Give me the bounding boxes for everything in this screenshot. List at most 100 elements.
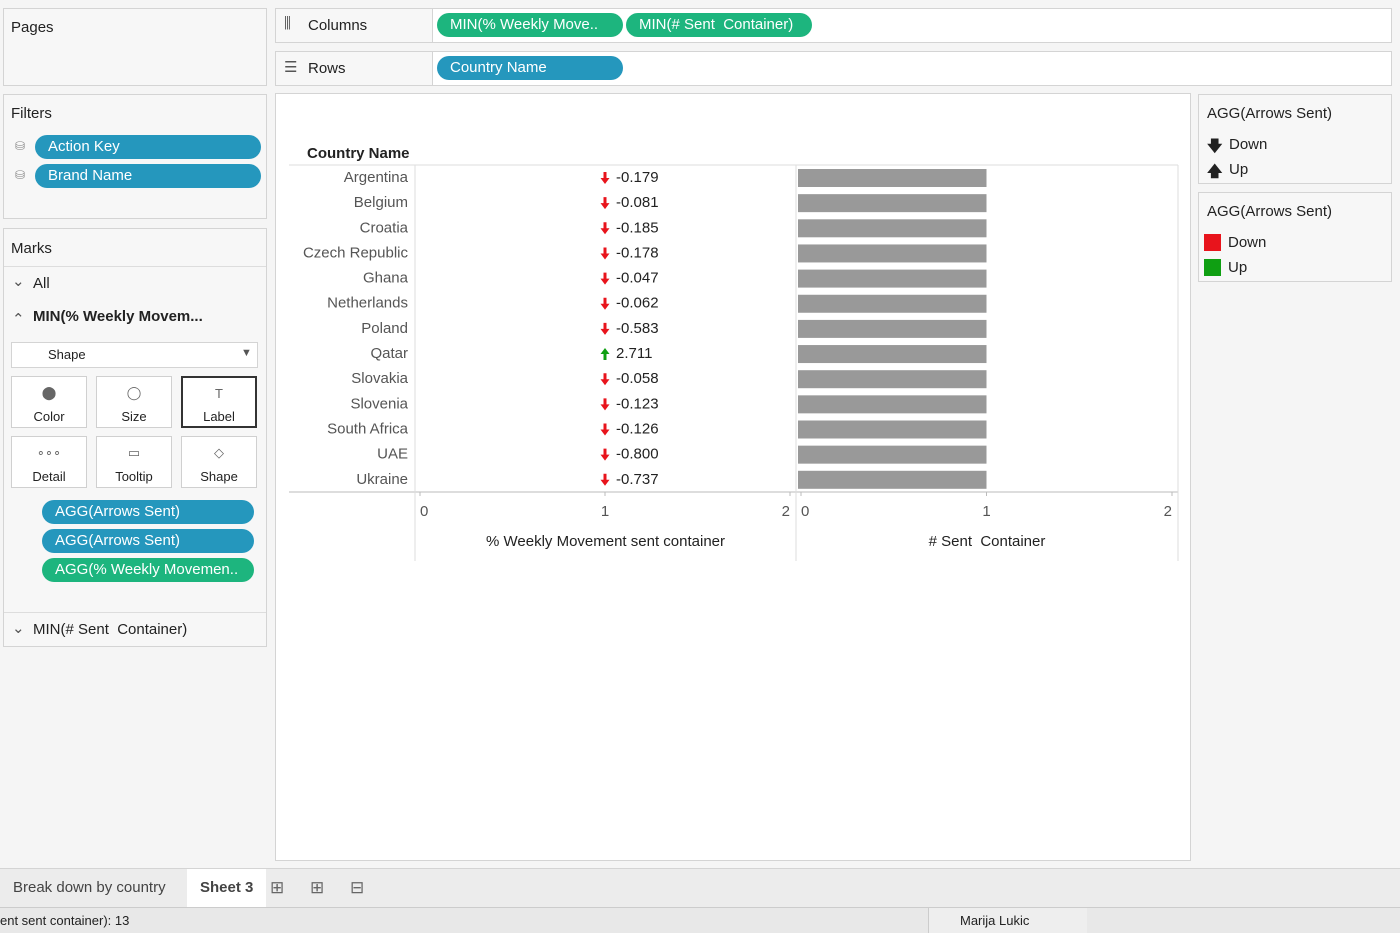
legend-shape: 🡇 <box>1207 138 1223 155</box>
mark-button[interactable]: ◯ Size <box>96 376 172 428</box>
row-header: Country Name <box>307 145 410 162</box>
marks-title: Marks <box>11 240 52 257</box>
row-label: Czech Republic <box>303 244 409 261</box>
x-tick-label: 0 <box>420 503 428 520</box>
x-tick-label: 1 <box>982 503 990 520</box>
status-bar <box>0 907 1400 933</box>
mark-button[interactable]: ⬤ Color <box>11 376 87 428</box>
bar <box>798 269 987 288</box>
mark-label: -0.737 <box>616 471 659 488</box>
shelf-label: Columns <box>308 17 368 34</box>
bar <box>798 445 987 464</box>
bar <box>798 319 987 338</box>
db-icon: ⛁ <box>15 168 26 182</box>
filter-pill[interactable]: Brand Name <box>35 164 261 188</box>
mark-label: -0.583 <box>616 320 659 337</box>
shelf-icon: ☰ <box>284 59 298 76</box>
status-text: ent sent container): 13 <box>0 913 130 928</box>
arrow-mark <box>600 172 610 184</box>
arrow-mark <box>600 423 610 436</box>
mark-label: 2.711 <box>616 345 652 362</box>
legend-label: Down <box>1229 136 1268 153</box>
marks-pill[interactable]: AGG(Arrows Sent) <box>42 529 254 553</box>
mark-button-label: Label <box>203 409 235 424</box>
legend-label: Up <box>1228 259 1248 276</box>
chev: ⌄ <box>12 273 25 290</box>
legend-label: Up <box>1229 161 1249 178</box>
legend-title: AGG(Arrows Sent) <box>1207 203 1333 220</box>
bar <box>798 420 987 439</box>
shelf-pill[interactable]: MIN(# Sent Container) <box>626 13 812 37</box>
x-axis-title: # Sent Container <box>929 533 1046 550</box>
shelf-label-bg <box>275 8 433 43</box>
mark-button-icon: ⬤ <box>41 385 57 400</box>
mark-type-dropdown[interactable] <box>11 342 258 368</box>
bar <box>798 370 987 389</box>
shelf-pill[interactable]: Country Name <box>437 56 623 80</box>
chev: ⌄ <box>12 620 25 637</box>
shelf-pill[interactable]: MIN(% Weekly Move.. <box>437 13 623 37</box>
arrow-mark <box>600 473 610 486</box>
bar <box>798 395 987 414</box>
mark-button[interactable]: ◇ Shape <box>181 436 257 488</box>
mark-label: -0.178 <box>616 244 659 261</box>
bar <box>798 294 987 313</box>
sheet-tab[interactable]: Break down by country <box>13 879 166 896</box>
bar <box>798 470 987 489</box>
arrow-mark <box>600 247 610 260</box>
sheet-tab[interactable]: Sheet 3 <box>187 869 267 907</box>
mark-button-label: Detail <box>32 469 66 484</box>
bar <box>798 169 987 187</box>
mark-button[interactable]: ▭ Tooltip <box>96 436 172 488</box>
shelf-icon: ⫼ <box>284 15 291 32</box>
row-label: Poland <box>361 320 408 337</box>
legend-swatch <box>1204 234 1221 251</box>
mark-button-label: Color <box>33 409 65 424</box>
arrow-mark <box>600 348 610 361</box>
bar <box>798 244 987 263</box>
new-sheet-icon: ⊞ <box>310 878 325 897</box>
row-label: Netherlands <box>327 295 408 312</box>
mark-label: -0.047 <box>616 270 659 287</box>
marks-divider <box>4 266 266 267</box>
pages-title: Pages <box>11 19 54 36</box>
row-label: Ukraine <box>356 471 408 488</box>
legend-label: Down <box>1228 234 1267 251</box>
marks-divider <box>4 612 266 613</box>
mark-label: -0.123 <box>616 395 659 412</box>
all-row: All <box>33 275 50 292</box>
x-axis-title: % Weekly Movement sent container <box>486 533 725 550</box>
mark-button-icon: T <box>215 386 223 401</box>
mark-label: -0.800 <box>616 446 659 463</box>
legend-title: AGG(Arrows Sent) <box>1207 105 1333 122</box>
new-sheet-icon: ⊟ <box>350 878 365 897</box>
mark-label: -0.179 <box>616 169 659 186</box>
mark-button[interactable]: ∘∘∘ Detail <box>11 436 87 488</box>
legend-card <box>1198 94 1392 184</box>
arrow-mark <box>600 197 610 210</box>
mark-label: -0.126 <box>616 420 659 437</box>
marks-pill[interactable]: AGG(Arrows Sent) <box>42 500 254 524</box>
marks-section2: MIN(# Sent Container) <box>33 621 188 638</box>
dropdown-caret: ▼ <box>241 347 252 359</box>
marks-pill[interactable]: AGG(% Weekly Movemen.. <box>42 558 254 582</box>
filters-title: Filters <box>11 105 52 122</box>
x-tick-label: 0 <box>801 503 809 520</box>
user-box <box>928 908 1087 933</box>
filter-pill[interactable]: Action Key <box>35 135 261 159</box>
row-label: Belgium <box>354 194 408 211</box>
row-label: Ghana <box>363 270 409 287</box>
mark-button[interactable]: T Label <box>181 376 257 428</box>
arrow-mark <box>600 297 610 310</box>
x-tick-label: 2 <box>782 503 790 520</box>
mark-label: -0.185 <box>616 219 659 236</box>
shelf-label: Rows <box>308 60 346 77</box>
mark-type: Shape <box>48 347 86 362</box>
arrow-mark <box>600 322 610 335</box>
arrow-mark <box>600 373 610 386</box>
row-label: South Africa <box>327 420 409 437</box>
mark-button-icon: ◇ <box>214 445 224 460</box>
db-icon: ⛁ <box>15 139 26 153</box>
x-tick-label: 1 <box>601 503 609 520</box>
